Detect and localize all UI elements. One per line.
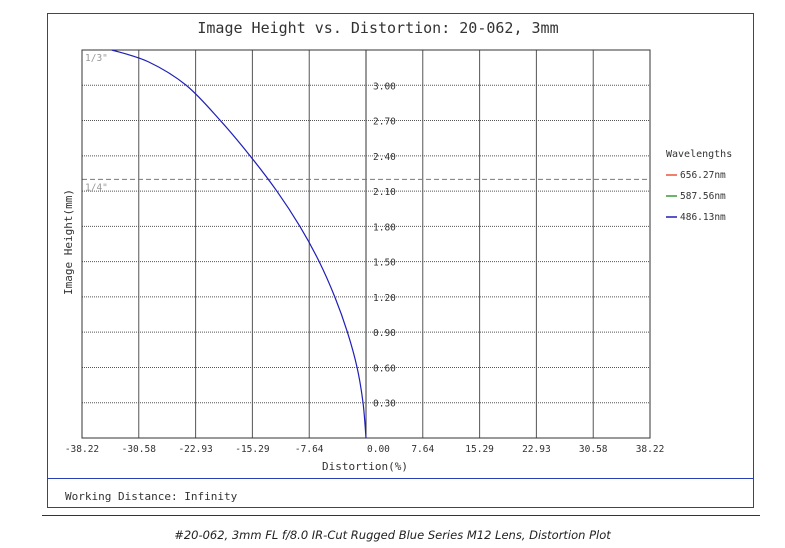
legend: Wavelengths 656.27nm 587.56nm 486.13nm [666,149,732,223]
chart-title: Image Height vs. Distortion: 20-062, 3mm [197,19,558,37]
x-tick-label: -30.58 [122,444,157,455]
working-distance-label: Working Distance: Infinity [65,490,238,503]
caption-rule [42,515,760,516]
y-tick-label: 1.20 [373,293,396,304]
plot-frame [47,13,754,508]
x-tick-label: 38.22 [636,444,665,455]
figure-caption: #20-062, 3mm FL f/8.0 IR-Cut Rugged Blue… [174,528,611,542]
x-axis-label: Distortion(%) [322,460,408,473]
x-tick-label: 22.93 [522,444,551,455]
y-tick-label: 1.50 [373,258,396,269]
y-tick-label: 0.60 [373,363,396,374]
x-tick-label: -7.64 [295,444,324,455]
x-tick-label: 7.64 [411,444,434,455]
y-tick-label: 3.00 [373,81,396,92]
x-tick-label: -15.29 [235,444,270,455]
x-tick-label: -38.22 [65,444,99,455]
x-tick-label: 0.00 [367,444,390,455]
legend-entry: 486.13nm [680,212,726,223]
footer-divider [47,478,754,479]
sensor-label: 1/3" [85,53,108,64]
series-line-486.13nm [111,49,367,439]
x-tick-label: 30.58 [579,444,608,455]
y-tick-labels: 0.30 0.60 0.90 1.20 1.50 1.80 2.10 2.40 2.70 3.00 [373,81,396,409]
y-tick-label: 0.90 [373,328,396,339]
x-tick-label: -22.93 [178,444,212,455]
y-tick-label: 2.40 [373,152,396,163]
legend-entry: 587.56nm [680,191,726,202]
x-tick-labels: -38.22 -30.58 -22.93 -15.29 -7.64 0.00 7.64 15.… [65,444,664,455]
y-axis-label: Image Height(mm) [62,189,75,295]
legend-title: Wavelengths [666,149,732,160]
grid [82,50,650,438]
series-lines [111,49,367,439]
y-tick-label: 0.30 [373,399,396,410]
y-tick-label: 2.70 [373,117,396,128]
legend-entry: 656.27nm [680,170,726,181]
y-tick-label: 1.80 [373,222,396,233]
y-tick-label: 2.10 [373,187,396,198]
sensor-label: 1/4" [85,182,108,193]
x-tick-label: 15.29 [465,444,494,455]
